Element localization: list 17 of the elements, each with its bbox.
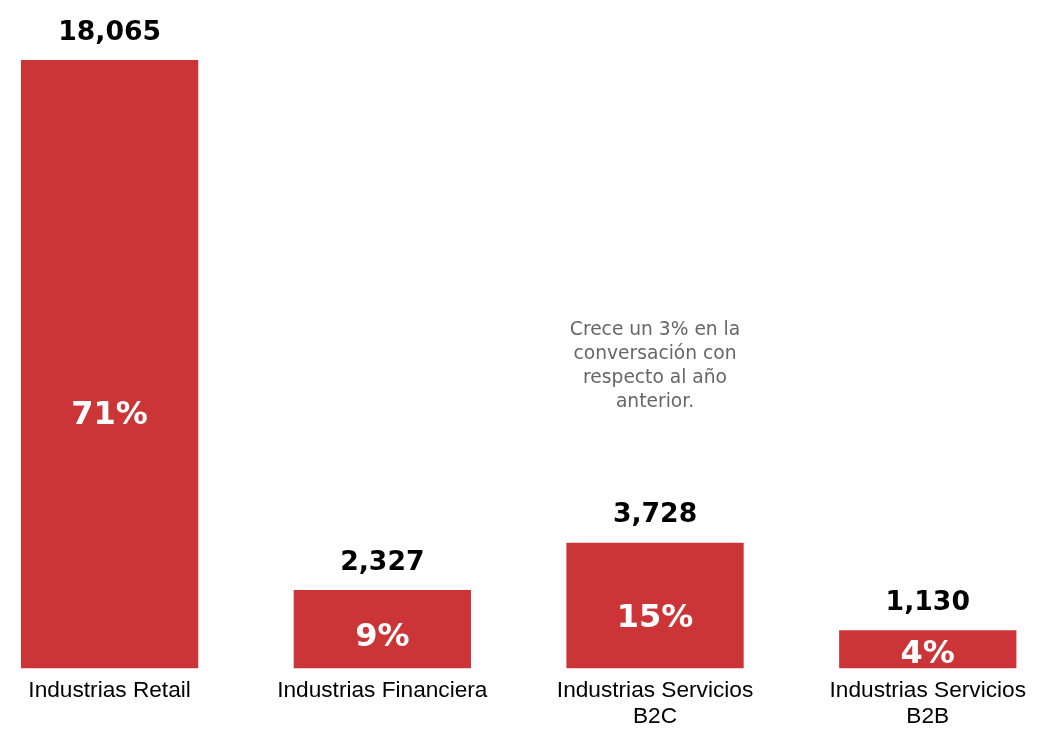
annotation: 9% xyxy=(355,616,410,655)
bar xyxy=(566,542,744,669)
data-label: 18,065 xyxy=(58,14,162,46)
annotation: 15% xyxy=(616,596,694,635)
annotation: 71% xyxy=(71,393,148,432)
annotation: 4% xyxy=(900,633,955,672)
bar xyxy=(20,60,199,669)
x-tick-label: Industrias Retail xyxy=(28,675,191,702)
x-tick-label: Industrias Servicios B2C xyxy=(556,675,754,728)
x-tick-label: Industrias Servicios B2B xyxy=(829,675,1026,728)
data-label: 2,327 xyxy=(340,544,425,576)
bar xyxy=(293,590,471,669)
bar xyxy=(839,630,1017,669)
data-label: 1,130 xyxy=(885,584,970,616)
annotation: Crece un 3% en la conversación con respecto al año anterior. xyxy=(569,317,741,411)
x-tick-label: Industrias Financiera xyxy=(277,675,488,702)
data-label: 3,728 xyxy=(612,497,698,529)
